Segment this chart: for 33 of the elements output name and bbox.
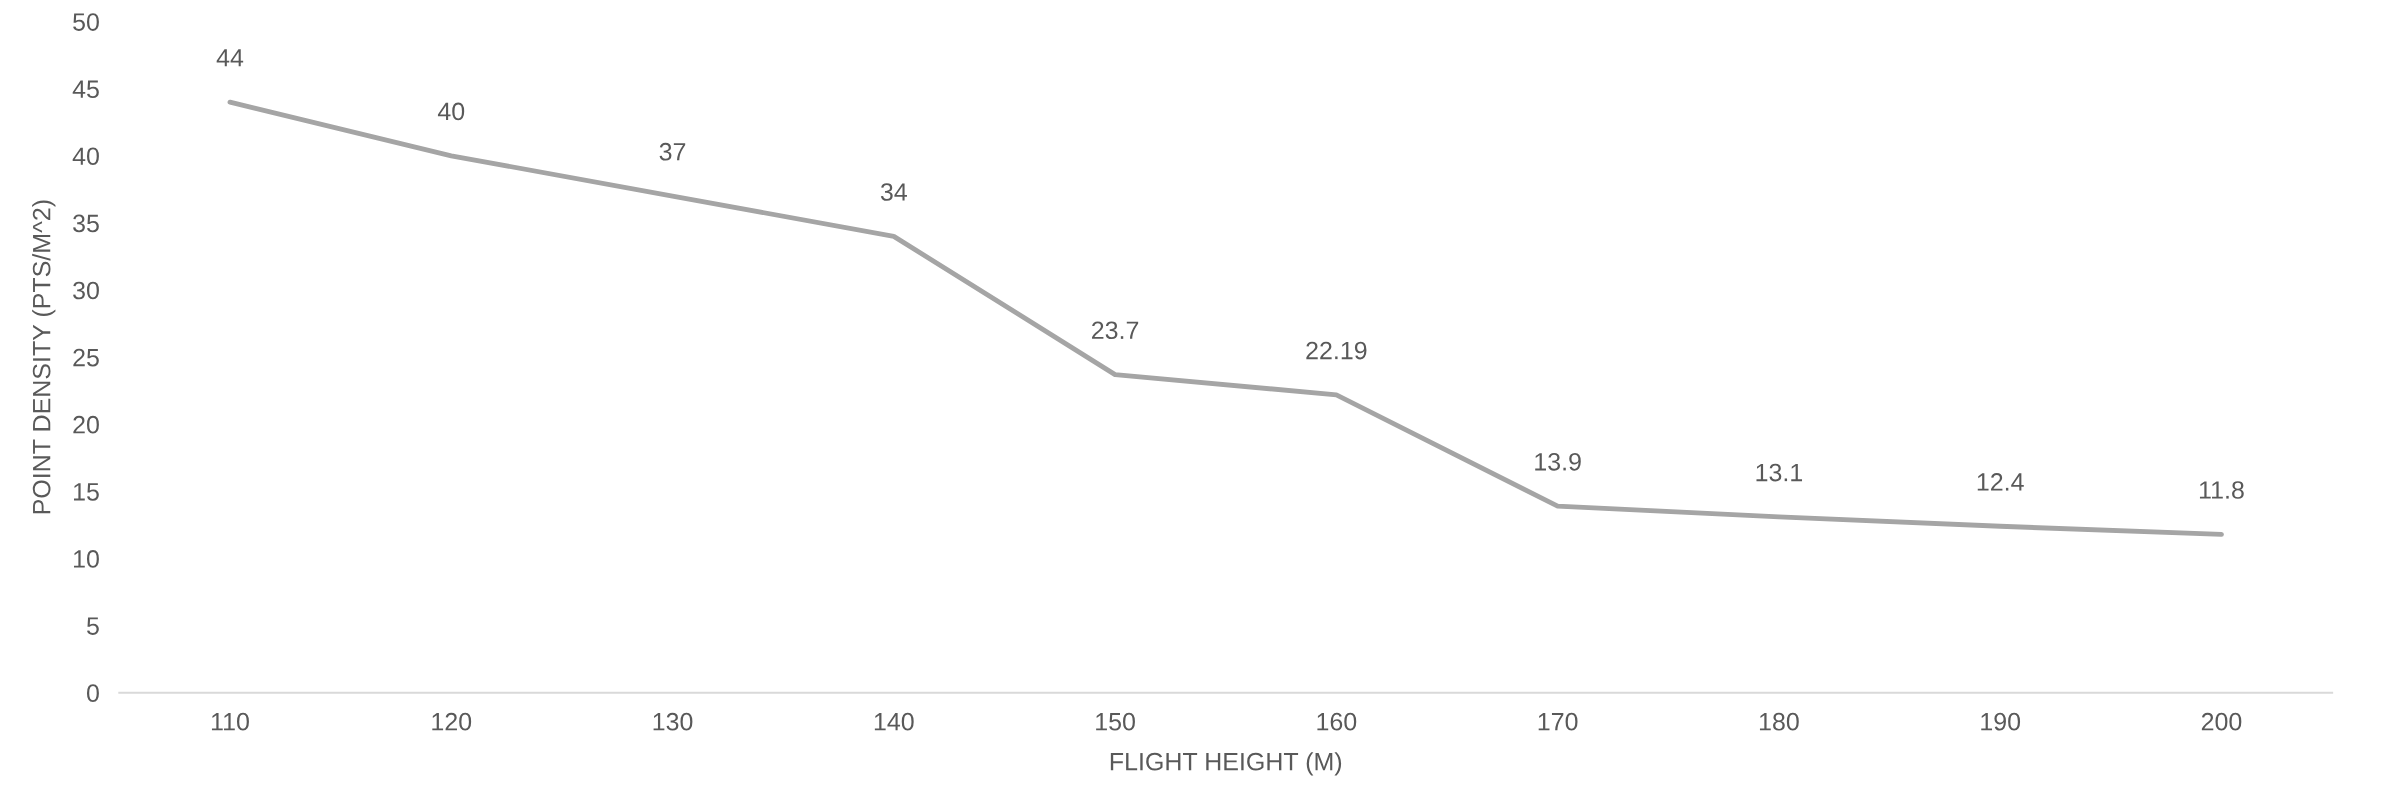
y-tick-label: 35	[73, 214, 99, 233]
data-label: 40	[437, 102, 465, 121]
data-label: 23.7	[1092, 321, 1139, 340]
x-tick-label: 140	[874, 712, 914, 731]
x-tick-label: 150	[1096, 712, 1135, 731]
data-label: 12.4	[1977, 473, 2024, 491]
x-tick-label: 180	[1759, 712, 1799, 731]
y-tick-label: 40	[72, 147, 99, 166]
y-tick-label: 45	[72, 80, 99, 98]
data-label: 13.1	[1756, 463, 1803, 482]
data-label: 37	[659, 142, 686, 161]
x-tick-label: 200	[2201, 712, 2242, 731]
y-tick-label: 0	[86, 684, 99, 703]
data-label: 13.9	[1535, 452, 1581, 471]
y-axis-title: POINT DENSITY (PTS/M^2)	[32, 200, 56, 514]
data-label: 44	[216, 49, 244, 67]
y-tick-label: 25	[73, 348, 99, 367]
y-tick-label: 15	[74, 483, 99, 501]
x-tick-label: 110	[211, 712, 249, 731]
data-label: 34	[880, 183, 907, 201]
x-tick-label: 130	[653, 712, 693, 731]
y-tick-label: 5	[87, 617, 99, 635]
x-tick-label: 160	[1317, 712, 1357, 731]
x-tick-label: 190	[1981, 712, 2021, 731]
y-tick-label: 50	[73, 13, 99, 31]
x-axis-title: FLIGHT HEIGHT (M)	[1110, 752, 1342, 776]
data-label: 11.8	[2199, 481, 2244, 499]
y-tick-label: 10	[74, 550, 99, 568]
data-label: 22.19	[1306, 341, 1367, 360]
y-tick-label: 20	[73, 415, 99, 434]
x-tick-label: 170	[1538, 712, 1578, 731]
y-tick-label: 30	[73, 281, 99, 300]
x-tick-label: 120	[432, 712, 472, 731]
